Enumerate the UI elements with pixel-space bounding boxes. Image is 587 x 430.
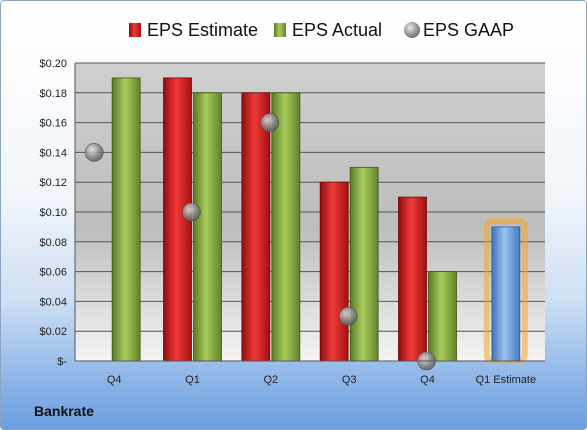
bar-eps-estimate-q4	[398, 196, 427, 362]
legend-label-eps-gaap: EPS GAAP	[423, 20, 514, 40]
bar-eps-actual-q1	[193, 92, 222, 362]
bar-eps-actual-q3	[349, 166, 379, 362]
y-tick-label: $0.18	[39, 88, 67, 100]
y-tick-label: $0.12	[39, 177, 67, 189]
bar-eps-actual-q2	[271, 92, 301, 362]
point-eps-gaap-q4	[84, 143, 104, 162]
y-tick-label: $0.16	[39, 118, 67, 130]
x-tick-label: Q4	[420, 374, 435, 386]
grid-lines	[75, 62, 545, 362]
legend-swatch-eps-gaap	[404, 22, 420, 38]
bar-q1-estimate	[491, 226, 521, 362]
legend-swatch-eps-estimate	[129, 23, 141, 37]
point-eps-gaap-q2	[260, 113, 280, 132]
point-eps-gaap-q1	[182, 202, 201, 222]
y-tick-label: $-	[57, 356, 67, 368]
y-tick-label: $0.10	[39, 207, 67, 219]
legend-label-eps-actual: EPS Actual	[292, 20, 382, 40]
point-eps-gaap-q3	[338, 306, 358, 326]
bar-eps-actual-q4	[111, 77, 141, 362]
legend: EPS Estimate EPS Actual EPS GAAP	[129, 20, 514, 40]
bar-eps-estimate-q2	[241, 92, 271, 362]
legend-swatch-eps-actual	[274, 23, 286, 37]
bar-eps-actual-q4	[428, 271, 457, 362]
y-tick-label: $0.20	[39, 58, 67, 70]
x-tick-label: Q4	[107, 374, 122, 386]
x-tick-label: Q1 Estimate	[476, 374, 537, 386]
x-tick-label: Q2	[263, 374, 278, 386]
bar-eps-estimate-q3	[319, 181, 349, 362]
y-tick-label: $0.08	[39, 237, 67, 249]
y-tick-label: $0.14	[39, 147, 67, 159]
y-axis: $- $0.02 $0.04 $0.06 $0.08 $0.10 $0.12 $0.14 $0.…	[39, 58, 76, 368]
company-name: Bankrate	[34, 403, 94, 419]
y-tick-label: $0.06	[39, 267, 67, 279]
x-tick-label: Q3	[342, 374, 357, 386]
y-tick-label: $0.02	[39, 326, 67, 338]
x-axis: Q4 Q1 Q2 Q3 Q4 Q1 Estimate	[75, 360, 545, 386]
gaap-points	[84, 113, 436, 371]
y-tick-label: $0.04	[39, 296, 67, 308]
legend-label-eps-estimate: EPS Estimate	[147, 20, 258, 40]
x-tick-label: Q1	[185, 374, 200, 386]
